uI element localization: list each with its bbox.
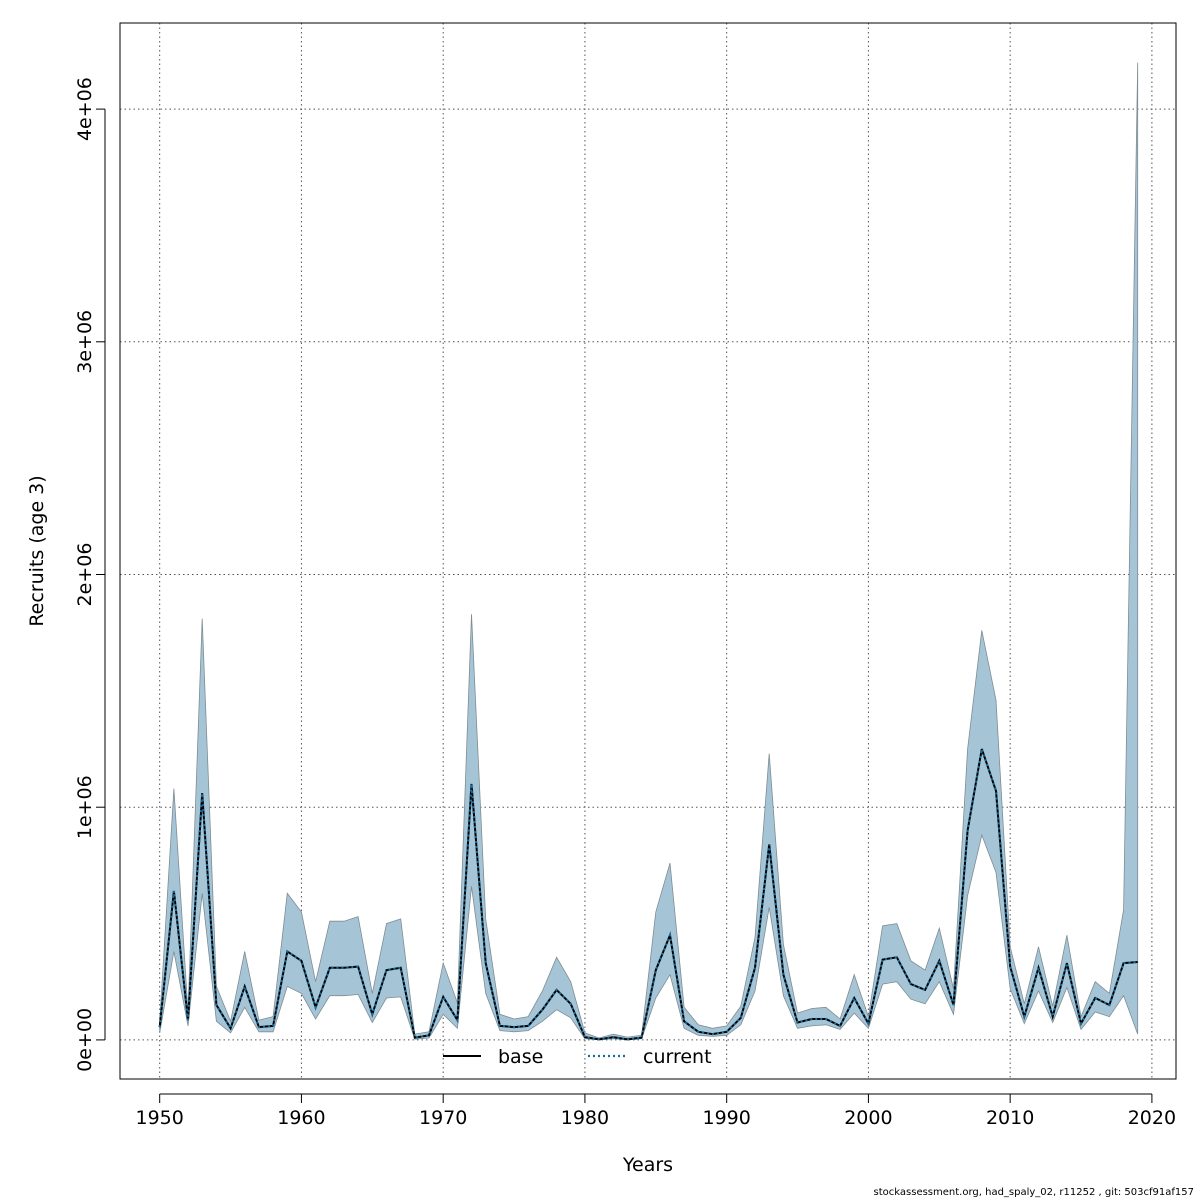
x-tick-label: 2000 [844,1107,892,1129]
legend-label-current: current [643,1046,712,1068]
confidence-band [159,62,1139,1041]
x-tick-label: 1990 [702,1107,750,1129]
legend: base current [443,1046,712,1068]
plot-frame [119,22,1177,1080]
x-axis: 1950 1960 1970 1980 1990 2000 2010 2020 [136,1093,1176,1129]
legend-label-base: base [498,1046,543,1068]
y-axis: 0e+00 1e+06 2e+06 3e+06 4e+06 [74,77,106,1072]
y-tick-label: 4e+06 [74,77,96,141]
series-line-base [158,748,1138,1041]
y-axis-title: Recruits (age 3) [26,475,48,626]
x-tick-label: 2010 [986,1107,1034,1129]
x-tick-label: 1950 [136,1107,184,1129]
x-tick-label: 2020 [1128,1107,1176,1129]
x-tick-label: 1960 [277,1107,325,1129]
x-tick-label: 1980 [561,1107,609,1129]
x-tick-label: 1970 [419,1107,467,1129]
y-tick-label: 1e+06 [74,775,96,839]
grid [120,23,1176,1079]
y-tick-label: 0e+00 [74,1008,96,1072]
y-tick-label: 3e+06 [74,310,96,374]
x-axis-title: Years [622,1154,673,1176]
y-tick-label: 2e+06 [74,543,96,607]
footer-text: stockassessment.org, had_spaly_02, r1125… [873,1187,1194,1198]
